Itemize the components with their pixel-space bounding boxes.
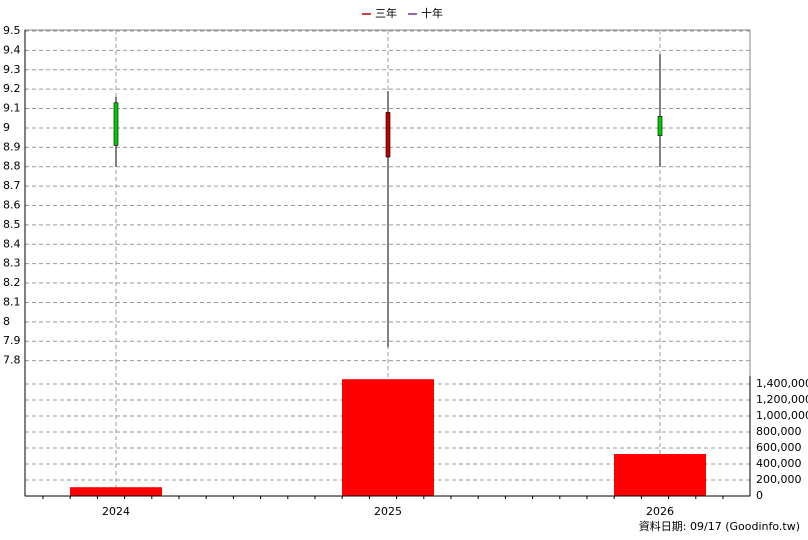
y2-tick-label: 1,000,000 — [756, 409, 808, 422]
y-tick-label: 7.9 — [3, 334, 21, 347]
y-tick-label: 9.5 — [3, 24, 21, 37]
y-tick-label: 8.5 — [3, 218, 21, 231]
volume-bar — [614, 454, 706, 496]
y-tick-label: 8.1 — [3, 295, 21, 308]
candle-body — [113, 102, 119, 146]
legend-label: 十年 — [421, 6, 443, 20]
y2-tick-label: 1,400,000 — [756, 377, 808, 390]
y-tick-label: 8 — [3, 315, 10, 328]
y2-tick-label: 1,200,000 — [756, 393, 808, 406]
y2-tick-label: 600,000 — [756, 441, 802, 454]
y2-tick-label: 800,000 — [756, 425, 802, 438]
footer: 資料日期: 09/17 (Goodinfo.tw) — [639, 519, 800, 533]
volume-bar — [342, 379, 434, 496]
y-tick-label: 9.3 — [3, 63, 21, 76]
y-tick-label: 8.6 — [3, 199, 21, 212]
volume-bar — [70, 487, 162, 496]
y2-tick-label: 200,000 — [756, 473, 802, 486]
candle-body — [385, 112, 391, 158]
y-tick-label: 7.8 — [3, 354, 21, 367]
y2-tick-label: 400,000 — [756, 457, 802, 470]
legend-label: 三年 — [375, 6, 397, 20]
y-tick-label: 9.1 — [3, 102, 21, 115]
candle-body — [657, 116, 663, 137]
y-tick-label: 9.4 — [3, 43, 21, 56]
y2-tick-label: 0 — [756, 489, 763, 502]
y-tick-label: 8.3 — [3, 257, 21, 270]
y-tick-label: 8.8 — [3, 160, 21, 173]
y-tick-label: 8.4 — [3, 237, 21, 250]
x-tick-label: 2025 — [374, 505, 402, 518]
y-tick-label: 8.2 — [3, 276, 21, 289]
x-tick-label: 2024 — [102, 505, 130, 518]
y-tick-label: 9 — [3, 121, 10, 134]
y-tick-label: 8.7 — [3, 179, 21, 192]
y-tick-label: 8.9 — [3, 140, 21, 153]
x-tick-label: 2026 — [646, 505, 674, 518]
y-tick-label: 9.2 — [3, 82, 21, 95]
